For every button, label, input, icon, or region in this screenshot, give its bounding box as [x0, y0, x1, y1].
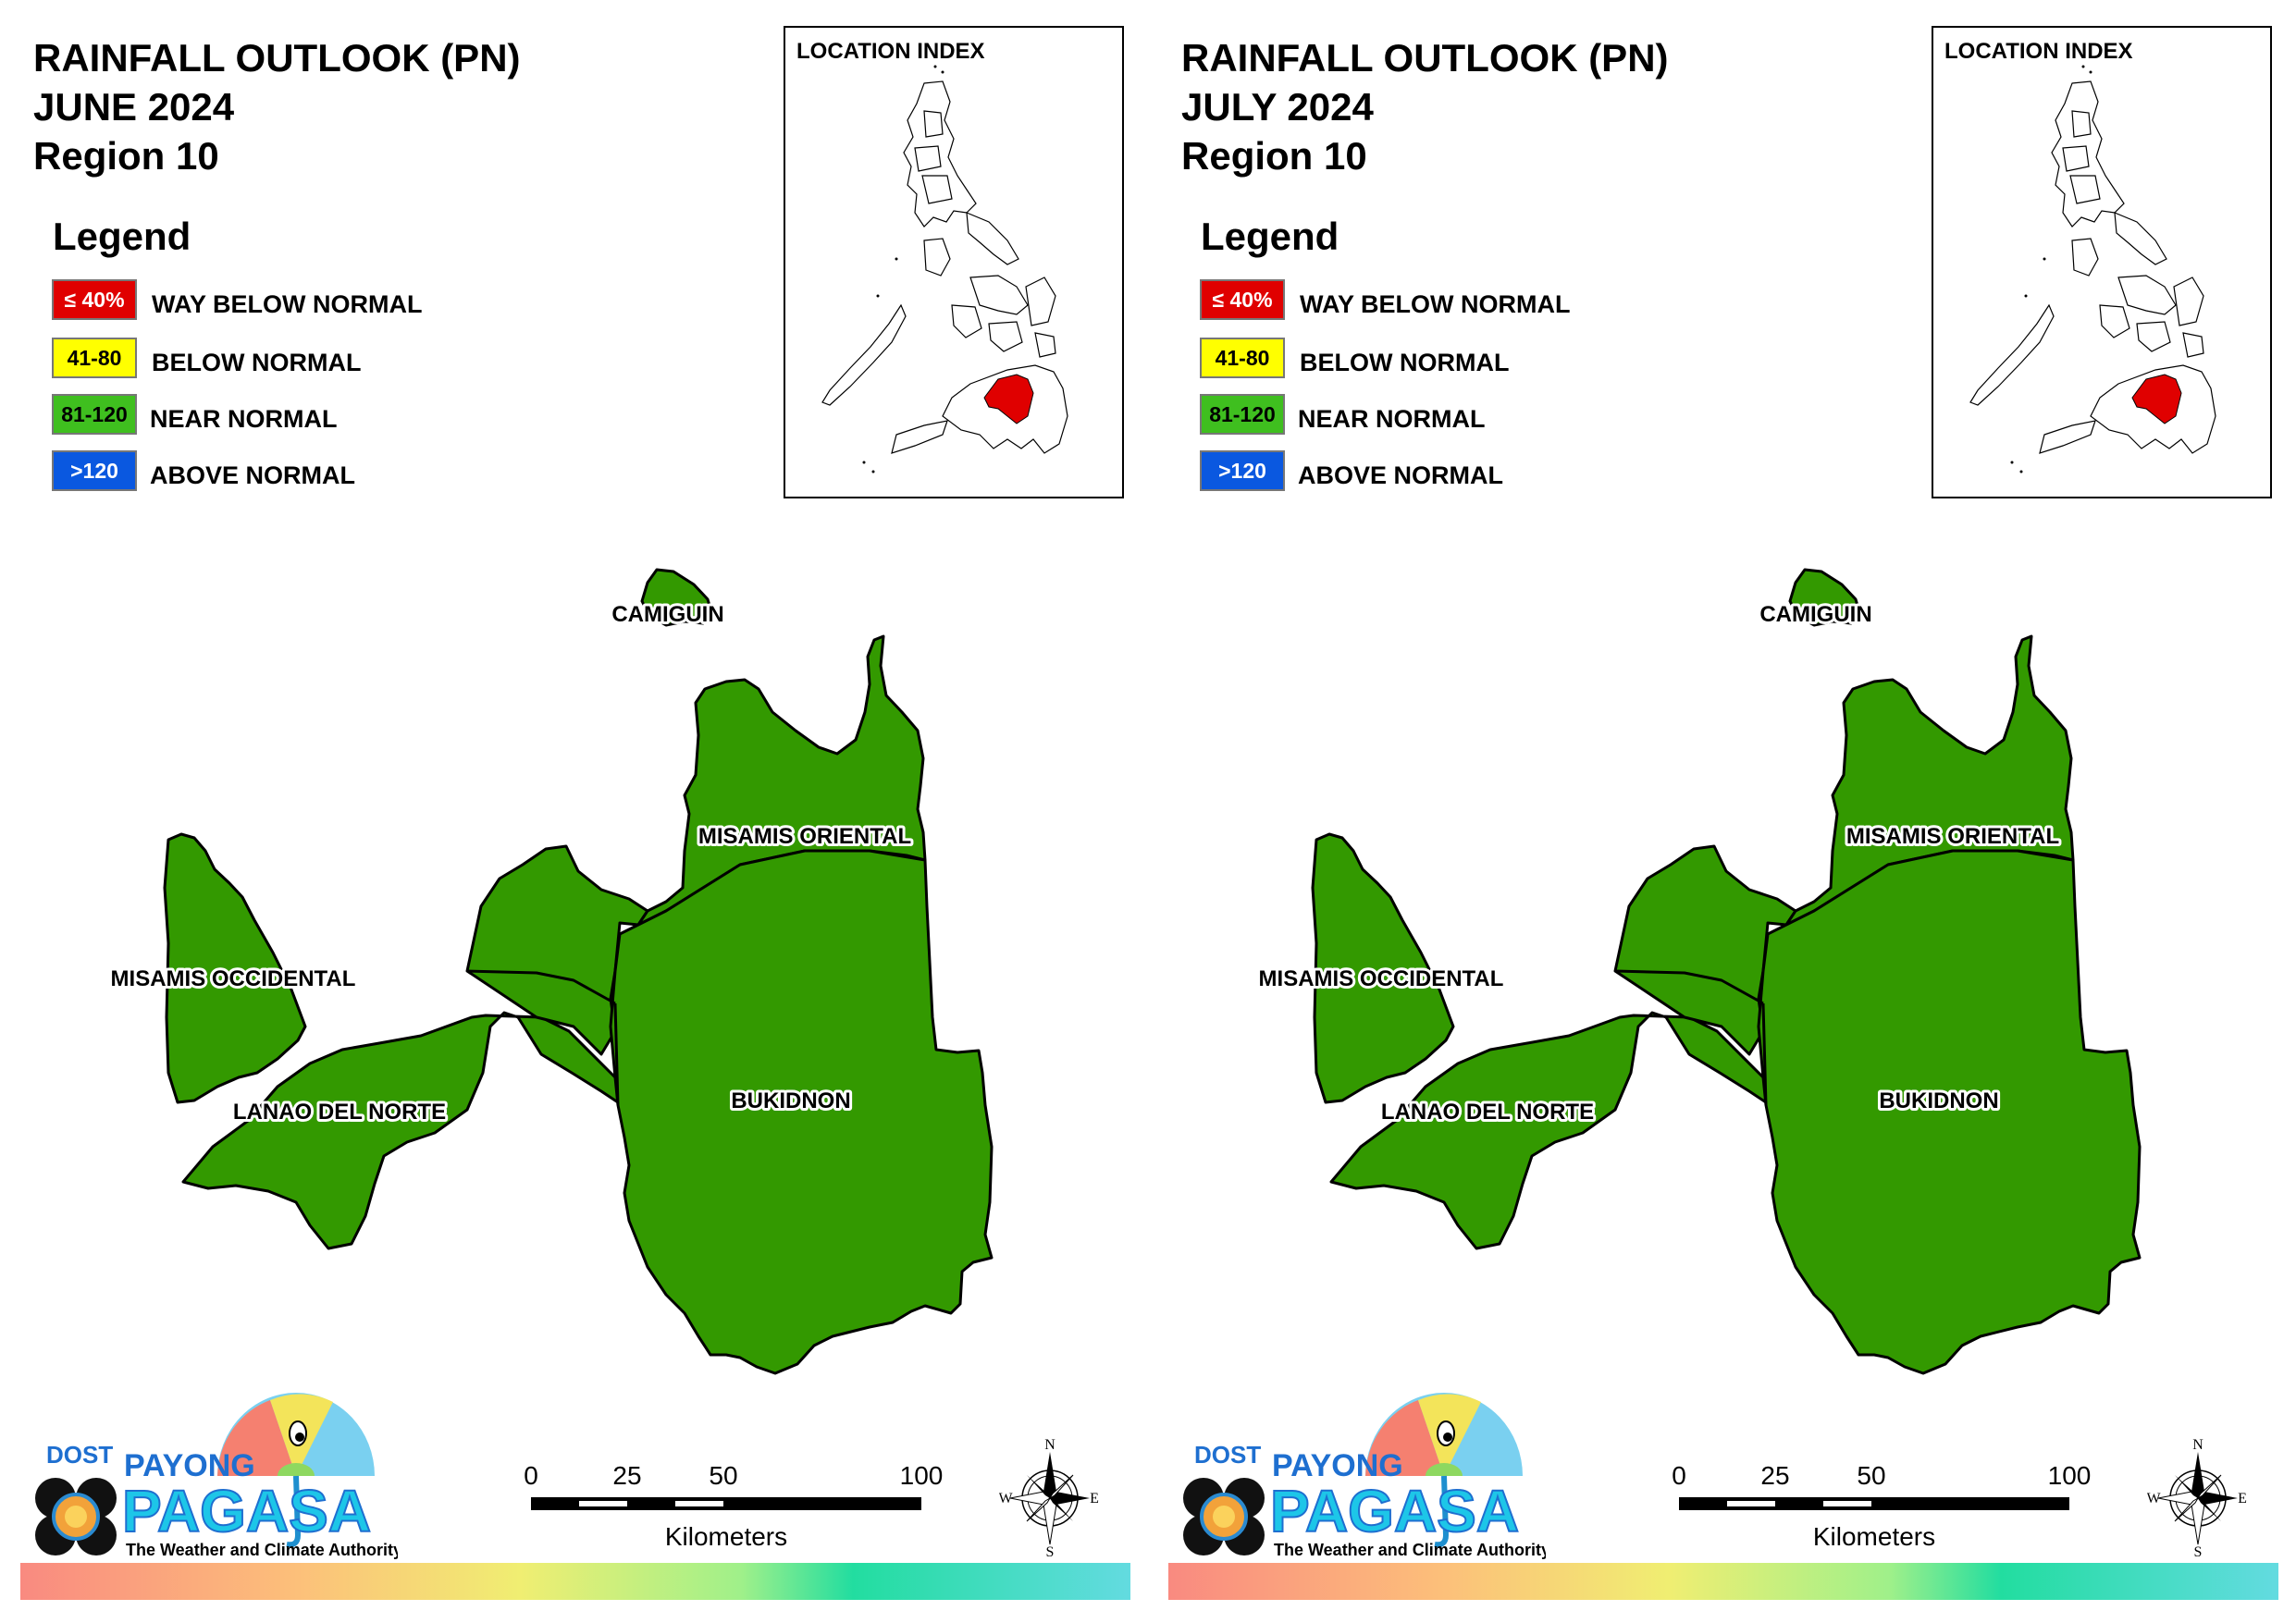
scale-tick-25: 25: [612, 1461, 641, 1490]
province-camiguin: [1788, 568, 1862, 627]
logo-dost: DOST: [46, 1441, 113, 1469]
label-bukidnon: BUKIDNON: [731, 1088, 850, 1113]
logo-dost: DOST: [1194, 1441, 1261, 1469]
scale-tick-100: 100: [900, 1461, 944, 1490]
legend-title: Legend: [53, 215, 191, 258]
province-bukidnon: [1757, 849, 2142, 1375]
title-line-3: Region 10: [33, 134, 219, 178]
title-line-1: RAINFALL OUTLOOK (PN): [1181, 36, 1669, 80]
compass-n: N: [2192, 1438, 2203, 1453]
legend-label: ABOVE NORMAL: [150, 461, 355, 489]
legend-swatch: ≤ 40%: [1200, 279, 1285, 320]
region-10-highlight: [2131, 374, 2182, 424]
title-line-2: JUNE 2024: [33, 85, 235, 129]
compass-e: E: [2238, 1491, 2247, 1506]
legend-swatch: 81-120: [52, 394, 137, 435]
logo-tagline: The Weather and Climate Authority: [126, 1541, 398, 1559]
province-camiguin: [640, 568, 714, 627]
map-title: RAINFALL OUTLOOK (PN) JULY 2024 Region 1…: [1181, 33, 1669, 180]
gradient-strip: [1168, 1563, 2278, 1600]
legend-label: WAY BELOW NORMAL: [1300, 290, 1571, 318]
legend-label: NEAR NORMAL: [150, 405, 338, 433]
scale-bar: 0 25 50 100 Kilometers: [1672, 1461, 2092, 1551]
province-misamis-occidental: [1311, 832, 1455, 1104]
scale-unit: Kilometers: [665, 1522, 787, 1551]
province-misamis-occidental: [163, 832, 307, 1104]
legend-title: Legend: [1201, 215, 1339, 258]
region-10-highlight: [983, 374, 1034, 424]
province-lanao-del-norte: [1329, 1011, 1779, 1250]
payong-pagasa-logo: DOST PAYONG PAGASA The Weather and Clima…: [1183, 1393, 1546, 1559]
region-10-map: CAMIGUIN MISAMIS ORIENTAL MISAMIS OCCIDE…: [1256, 568, 2142, 1375]
label-camiguin: CAMIGUIN: [611, 602, 723, 627]
legend-swatch: >120: [52, 450, 137, 491]
label-misamis-oriental: MISAMIS ORIENTAL: [698, 824, 911, 849]
logo-payong: PAYONG: [124, 1448, 255, 1483]
label-bukidnon: BUKIDNON: [1879, 1088, 1998, 1113]
region-10-map: CAMIGUIN MISAMIS ORIENTAL MISAMIS OCCIDE…: [108, 568, 994, 1375]
legend-swatch: 41-80: [1200, 338, 1285, 378]
label-misamis-occidental: MISAMIS OCCIDENTAL: [111, 966, 356, 991]
legend-swatch: 81-120: [1200, 394, 1285, 435]
gradient-strip: [20, 1563, 1130, 1600]
legend-swatch: >120: [1200, 450, 1285, 491]
scale-bar: 0 25 50 100 Kilometers: [524, 1461, 944, 1551]
title-line-2: JULY 2024: [1181, 85, 1374, 129]
compass-n: N: [1044, 1438, 1055, 1453]
outlook-panel-2: RAINFALL OUTLOOK (PN) JULY 2024 Region 1…: [1148, 0, 2296, 1623]
scale-tick-0: 0: [524, 1461, 538, 1490]
outlook-panel-1: RAINFALL OUTLOOK (PN) JUNE 2024 Region 1…: [20, 26, 1130, 1600]
logo-pagasa: PAGASA: [122, 1478, 371, 1544]
location-index-title: LOCATION INDEX: [1944, 39, 2133, 64]
compass-w: W: [999, 1491, 1013, 1506]
compass-w: W: [2147, 1491, 2161, 1506]
location-index-inset: LOCATION INDEX: [784, 26, 1124, 498]
legend-label: NEAR NORMAL: [1298, 405, 1486, 433]
province-bukidnon: [609, 849, 994, 1375]
legend-label: BELOW NORMAL: [152, 349, 362, 376]
compass-s: S: [2194, 1544, 2203, 1558]
province-lanao-del-norte: [181, 1011, 631, 1250]
location-index-title: LOCATION INDEX: [796, 39, 985, 64]
label-camiguin: CAMIGUIN: [1759, 602, 1871, 627]
payong-pagasa-logo: DOST PAYONG PAGASA The Weather and Clima…: [35, 1393, 398, 1559]
legend-label: BELOW NORMAL: [1300, 349, 1510, 376]
compass-s: S: [1046, 1544, 1055, 1558]
legend-swatch: ≤ 40%: [52, 279, 137, 320]
title-line-3: Region 10: [1181, 134, 1367, 178]
logo-payong: PAYONG: [1272, 1448, 1403, 1483]
compass-e: E: [1090, 1491, 1099, 1506]
scale-unit: Kilometers: [1813, 1522, 1935, 1551]
label-misamis-oriental: MISAMIS ORIENTAL: [1846, 824, 2059, 849]
logo-pagasa: PAGASA: [1270, 1478, 1519, 1544]
compass-rose-icon: N S E W: [2147, 1438, 2247, 1558]
scale-tick-50: 50: [709, 1461, 737, 1490]
scale-tick-50: 50: [1857, 1461, 1885, 1490]
label-lanao-del-norte: LANAO DEL NORTE: [1381, 1100, 1594, 1125]
compass-rose-icon: N S E W: [999, 1438, 1099, 1558]
legend-swatch: 41-80: [52, 338, 137, 378]
legend-label: WAY BELOW NORMAL: [152, 290, 423, 318]
philippines-outline-map: [821, 65, 1068, 473]
location-index-inset: LOCATION INDEX: [1932, 26, 2272, 498]
dost-emblem: [1183, 1478, 1265, 1555]
title-line-1: RAINFALL OUTLOOK (PN): [33, 36, 521, 80]
legend-label: ABOVE NORMAL: [1298, 461, 1503, 489]
label-misamis-occidental: MISAMIS OCCIDENTAL: [1259, 966, 1504, 991]
scale-tick-100: 100: [2048, 1461, 2092, 1490]
scale-tick-25: 25: [1760, 1461, 1789, 1490]
philippines-outline-map: [1969, 65, 2216, 473]
map-title: RAINFALL OUTLOOK (PN) JUNE 2024 Region 1…: [33, 33, 521, 180]
label-lanao-del-norte: LANAO DEL NORTE: [233, 1100, 446, 1125]
dost-emblem: [35, 1478, 117, 1555]
logo-tagline: The Weather and Climate Authority: [1274, 1541, 1546, 1559]
scale-tick-0: 0: [1672, 1461, 1686, 1490]
